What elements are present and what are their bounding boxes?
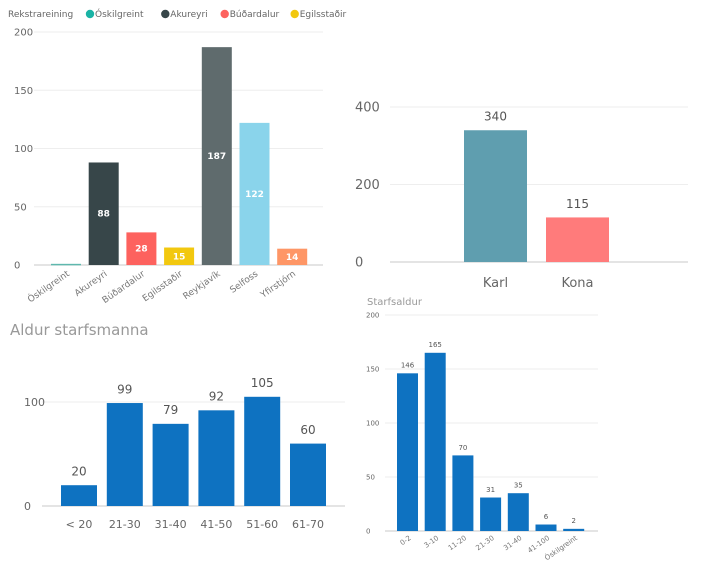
chart-title: Starfsaldur <box>367 297 423 308</box>
data-label: 31 <box>486 486 495 494</box>
x-tick-label: Selfoss <box>228 269 260 296</box>
y-tick-label: 100 <box>24 396 45 409</box>
y-tick-label: 0 <box>24 500 31 513</box>
bar <box>535 524 557 531</box>
data-label: 28 <box>135 245 148 255</box>
data-label: 115 <box>566 197 589 211</box>
bar <box>201 47 232 265</box>
x-tick-label: < 20 <box>66 518 93 531</box>
data-label: 20 <box>71 465 86 479</box>
x-tick-label: Kona <box>561 276 593 291</box>
legend-item: Egilsstaðir <box>300 10 347 20</box>
data-label: 122 <box>245 190 264 200</box>
data-label: 79 <box>163 403 178 417</box>
chart-title: Aldur starfsmanna <box>10 321 149 339</box>
x-tick-label: 0-2 <box>399 534 413 547</box>
bar <box>164 247 195 265</box>
data-label: 146 <box>401 362 415 370</box>
bar <box>546 217 609 262</box>
legend-title: Rekstrareining <box>8 10 73 20</box>
bar <box>277 248 308 265</box>
y-tick-label: 400 <box>355 101 380 116</box>
data-label: 35 <box>514 482 523 490</box>
y-tick-label: 50 <box>366 473 375 481</box>
data-label: 88 <box>97 210 110 220</box>
y-tick-label: 0 <box>366 527 370 535</box>
data-label: 187 <box>207 152 226 162</box>
bar <box>424 352 446 531</box>
bar <box>464 130 527 262</box>
x-tick-label: Yfirstjórn <box>258 268 298 301</box>
bar <box>239 122 270 266</box>
x-tick-label: 21-30 <box>474 534 495 552</box>
chart-rekstrareining: Rekstrareining Óskilgreint Akureyri Búðarda… <box>8 8 347 306</box>
y-tick-label: 150 <box>14 86 33 97</box>
bar <box>397 373 418 531</box>
data-label: 165 <box>429 341 442 349</box>
x-tick-label: 61-70 <box>292 518 324 531</box>
data-label: 14 <box>286 253 299 263</box>
legend-marker <box>290 9 299 19</box>
y-tick-label: 150 <box>366 365 379 373</box>
x-tick-label: Karl <box>483 276 508 291</box>
x-tick-label: 51-60 <box>246 518 278 531</box>
y-tick-label: 50 <box>14 202 27 213</box>
bar <box>452 455 474 531</box>
x-tick-label: 21-30 <box>109 518 141 531</box>
x-tick-label: 31-40 <box>502 534 523 552</box>
chart-starfsaldur: Starfsaldur 0 50 100 150 200 146 0-2 165 3-10 70 11… <box>366 297 598 561</box>
data-label: 105 <box>251 376 274 390</box>
bar <box>507 493 529 531</box>
data-label: 60 <box>300 423 315 437</box>
bar <box>106 403 143 506</box>
y-tick-label: 200 <box>14 28 33 39</box>
bar <box>290 443 326 506</box>
legend-marker <box>220 9 229 19</box>
y-tick-label: 0 <box>355 256 363 271</box>
bar <box>198 410 235 506</box>
chart-aldur: Aldur starfsmanna 0 100 20 < 20 99 21-30 79 31-4… <box>10 321 345 531</box>
data-label: 6 <box>544 513 549 521</box>
data-label: 99 <box>117 382 132 396</box>
y-tick-label: 0 <box>14 261 20 272</box>
x-tick-label: Búðardalur <box>101 269 148 306</box>
bar <box>61 485 97 506</box>
data-label: 2 <box>571 517 575 525</box>
x-tick-label: 3-10 <box>423 534 441 550</box>
bar <box>563 528 585 531</box>
legend-marker <box>85 9 95 19</box>
legend-item: Búðardalur <box>230 10 280 20</box>
x-tick-label: 31-40 <box>155 518 187 531</box>
legend-item: Akureyri <box>170 10 207 20</box>
legend: Rekstrareining Óskilgreint Akureyri Búðarda… <box>8 8 347 20</box>
y-tick-label: 200 <box>355 178 380 193</box>
y-tick-label: 200 <box>366 311 379 319</box>
y-tick-label: 100 <box>366 419 379 427</box>
y-tick-label: 100 <box>14 144 33 155</box>
x-tick-label: Reykjavík <box>182 269 224 302</box>
bar <box>88 162 119 265</box>
bar <box>126 232 157 265</box>
legend-item: Óskilgreint <box>95 8 144 20</box>
chart-kyn: 0 200 400 340 Karl 115 Kona <box>355 101 688 291</box>
bar <box>51 263 81 266</box>
data-label: 92 <box>209 390 224 404</box>
x-tick-label: 41-50 <box>200 518 232 531</box>
bar <box>152 423 189 506</box>
data-label: 15 <box>173 252 186 262</box>
x-tick-label: Egilsstaðir <box>141 269 185 304</box>
data-label: 340 <box>484 110 507 124</box>
bar <box>480 497 502 531</box>
x-tick-label: 11-20 <box>447 534 468 552</box>
x-tick-label: Óskilgreint <box>25 267 72 305</box>
data-label: 70 <box>458 444 467 452</box>
legend-marker <box>161 9 170 19</box>
bar <box>244 396 281 506</box>
